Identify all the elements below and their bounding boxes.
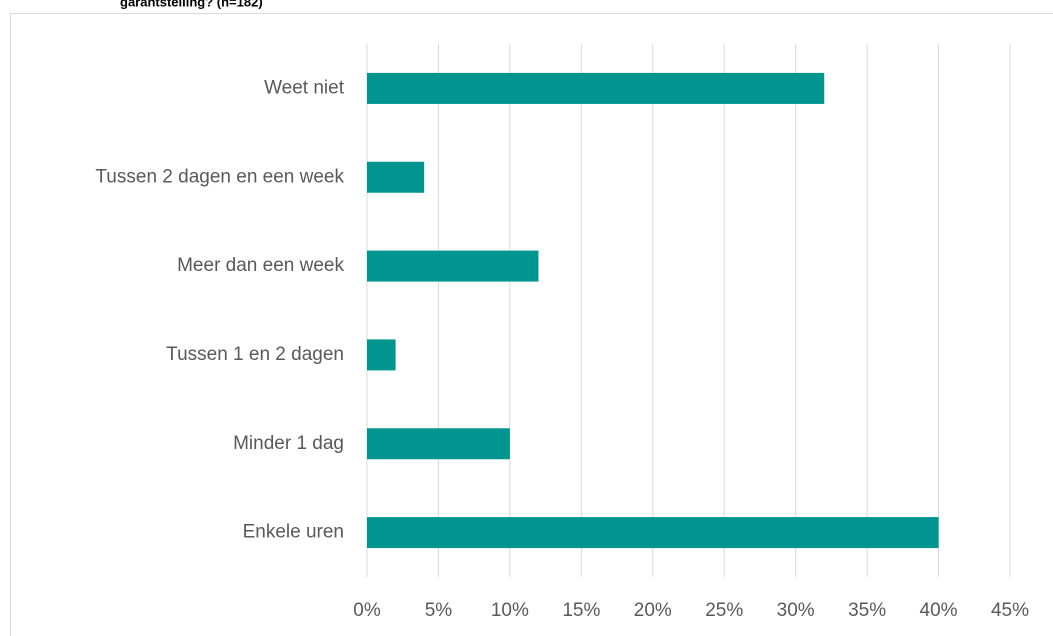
y-tick-label: Meer dan een week [177, 255, 344, 276]
x-tick-label: 0% [353, 600, 381, 621]
bar [367, 250, 539, 282]
x-tick-label: 5% [425, 600, 453, 621]
x-tick-label: 45% [991, 600, 1029, 621]
bar [367, 428, 510, 460]
x-tick-label: 40% [920, 600, 958, 621]
x-tick-label: 30% [777, 600, 815, 621]
y-tick-label: Weet niet [264, 77, 345, 98]
bar [367, 161, 425, 193]
x-tick-label: 15% [562, 600, 600, 621]
y-tick-label: Tussen 2 dagen en een week [95, 166, 344, 187]
chart-title: garantstelling? (n=182) [120, 0, 263, 9]
y-tick-label: Minder 1 dag [233, 433, 344, 454]
bar [367, 517, 939, 549]
x-tick-label: 20% [634, 600, 672, 621]
bar [367, 72, 825, 104]
x-tick-label: 35% [848, 600, 886, 621]
y-tick-label: Tussen 1 en 2 dagen [166, 344, 344, 365]
x-tick-label: 10% [491, 600, 529, 621]
x-tick-label: 25% [705, 600, 743, 621]
bar [367, 339, 396, 371]
y-tick-label: Enkele uren [243, 522, 344, 543]
